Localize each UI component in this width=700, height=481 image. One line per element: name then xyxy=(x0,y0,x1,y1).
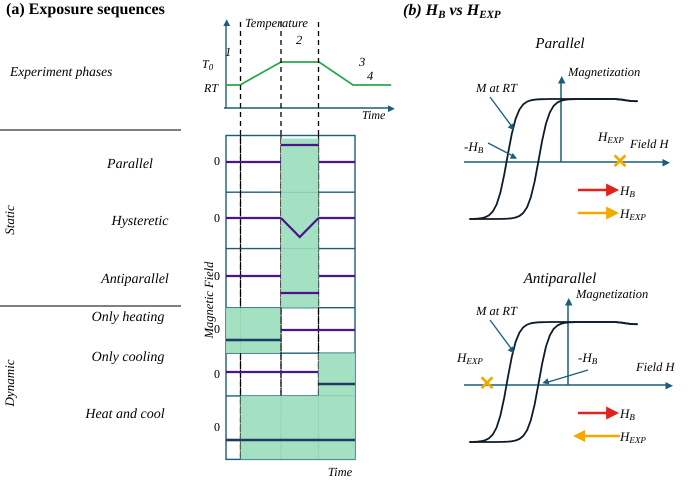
svg-text:Parallel: Parallel xyxy=(534,36,584,52)
svg-text:Heat and cool: Heat and cool xyxy=(84,407,164,422)
svg-text:(a) Exposure sequences: (a) Exposure sequences xyxy=(6,1,165,18)
svg-text:0: 0 xyxy=(214,154,220,168)
svg-text:Only cooling: Only cooling xyxy=(92,350,165,365)
svg-text:0: 0 xyxy=(214,211,220,225)
svg-text:✕: ✕ xyxy=(612,151,629,173)
svg-text:3: 3 xyxy=(358,55,365,69)
svg-text:M at RT: M at RT xyxy=(475,81,518,95)
svg-text:0: 0 xyxy=(214,269,220,283)
svg-text:Antiparallel: Antiparallel xyxy=(523,271,597,287)
svg-text:0: 0 xyxy=(214,367,220,381)
svg-text:0: 0 xyxy=(214,420,220,434)
svg-text:Magnetization: Magnetization xyxy=(567,65,640,79)
svg-text:RT: RT xyxy=(203,81,219,95)
svg-text:Field H: Field H xyxy=(635,360,676,374)
svg-text:Experiment phases: Experiment phases xyxy=(9,64,112,79)
svg-text:Antiparallel: Antiparallel xyxy=(100,272,169,287)
svg-text:1: 1 xyxy=(225,45,231,59)
svg-text:Static: Static xyxy=(2,205,17,235)
svg-text:Dynamic: Dynamic xyxy=(2,359,17,407)
svg-text:Temperature: Temperature xyxy=(245,16,308,30)
svg-text:Magnetization: Magnetization xyxy=(575,287,648,301)
svg-text:4: 4 xyxy=(367,69,373,83)
svg-text:M at RT: M at RT xyxy=(475,304,518,318)
svg-text:Hysteretic: Hysteretic xyxy=(110,214,169,229)
svg-text:2: 2 xyxy=(296,33,302,47)
svg-text:Parallel: Parallel xyxy=(106,157,153,172)
svg-text:Time: Time xyxy=(362,108,386,122)
svg-text:Time: Time xyxy=(328,465,353,479)
svg-text:0: 0 xyxy=(214,322,220,336)
svg-text:Only heating: Only heating xyxy=(92,310,165,325)
svg-text:✕: ✕ xyxy=(479,373,496,395)
svg-text:Field H: Field H xyxy=(629,137,670,151)
